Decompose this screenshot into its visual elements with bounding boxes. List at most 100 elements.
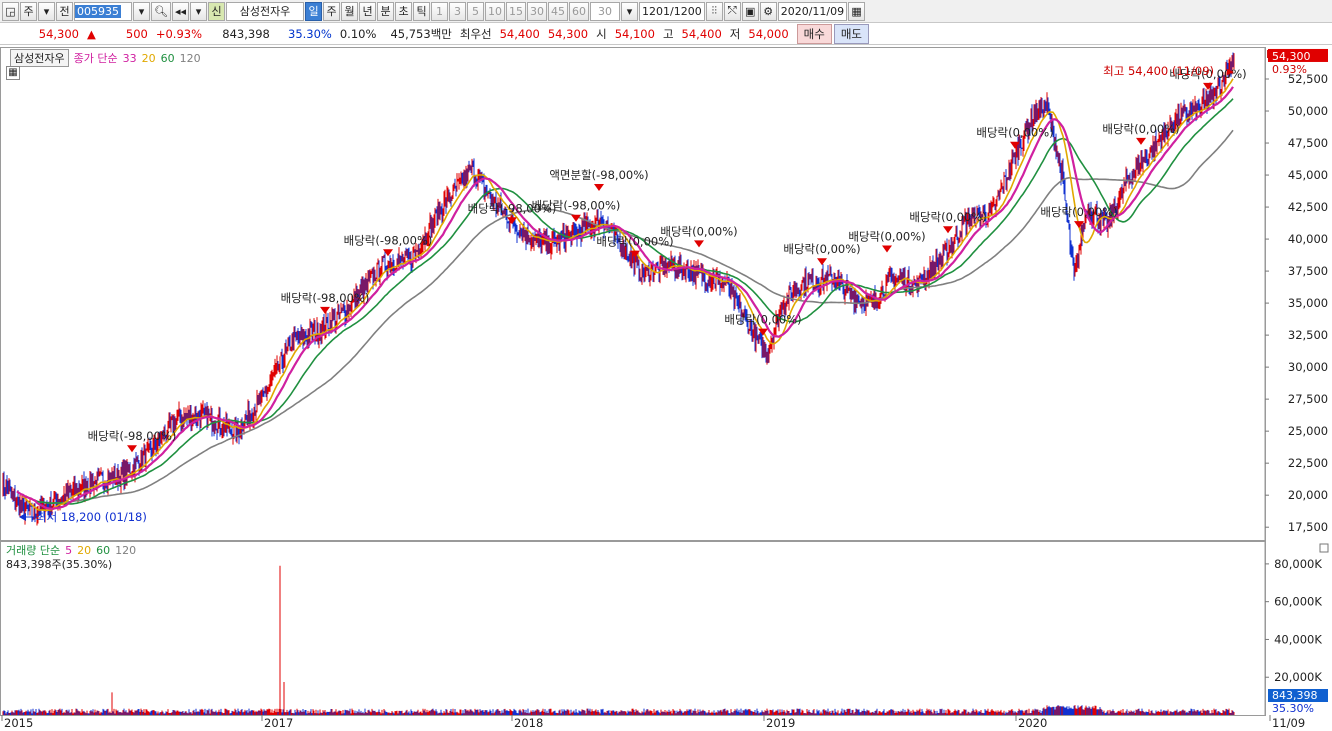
stock-code-input[interactable]: 005935	[74, 1, 132, 21]
event-marker-icon	[817, 258, 827, 266]
toolbar: ◲ 주 ▾ 전 005935 ▾ 🔍︎ ◂◂ ▾ 신 삼성전자우 일 주 월 년…	[0, 0, 1332, 23]
open-price: 54,100	[614, 26, 655, 41]
candle-icon[interactable]: ⫶⫶	[705, 1, 723, 21]
event-label: 배당락(-98,00%)	[88, 429, 177, 443]
low-label: 저	[729, 26, 741, 41]
event-marker-icon	[1010, 141, 1020, 149]
event-label: 배당락(0,00%)	[1040, 205, 1117, 219]
type-dropdown-icon[interactable]: ▾	[38, 1, 55, 21]
event-label: 액면분할(-98,00%)	[549, 168, 648, 182]
minute-label: 15	[509, 4, 524, 18]
volume-ratio: 35.30%	[288, 26, 332, 41]
event-marker-icon	[507, 217, 517, 225]
event-label: 배당락(0,00%)	[724, 313, 801, 327]
event-label: 배당락(-98,00%)	[344, 233, 433, 247]
date-input[interactable]: 2020/11/09	[777, 1, 848, 21]
event-label: 배당락(0,00%)	[660, 224, 737, 238]
line-tool-icon[interactable]: ⤲	[723, 1, 741, 21]
period-day-button[interactable]: 일	[305, 1, 323, 21]
price-axis-label: 22,500	[1288, 456, 1328, 470]
legend-vol60: 60	[96, 543, 111, 557]
speaker-icon[interactable]: ◂◂	[171, 1, 190, 21]
search-icon[interactable]: 🔍︎	[151, 1, 171, 21]
price-axis-label: 37,500	[1288, 264, 1328, 278]
open-label: 시	[596, 26, 607, 41]
mode-label: 전	[59, 5, 70, 18]
event-marker-icon	[882, 245, 892, 253]
price-axis-label: 32,500	[1288, 328, 1328, 342]
period-month-button[interactable]: 월	[341, 1, 359, 21]
minute-15-button[interactable]: 15	[506, 1, 527, 21]
event-marker-icon	[1203, 82, 1213, 90]
volume-axis-label: 40,000K	[1274, 632, 1322, 646]
minute-label: 30	[530, 4, 545, 18]
minute-label: 3	[454, 4, 462, 18]
minute-30-button[interactable]: 30	[527, 1, 548, 21]
event-marker-icon	[630, 250, 640, 258]
buy-button[interactable]: 매수	[796, 23, 832, 44]
max-arrow-icon	[1227, 69, 1234, 75]
legend-volume-label: 거래량 단순	[6, 544, 61, 557]
x-axis-label: 2019	[766, 716, 795, 730]
event-marker-icon	[758, 328, 768, 336]
interval-input[interactable]: 30	[590, 1, 621, 21]
count-field[interactable]: 1201/1200	[639, 1, 705, 21]
grid-toggle-icon[interactable]: ▦	[6, 66, 20, 80]
minute-label: 60	[572, 4, 587, 18]
stock-tag-text: 신	[211, 5, 222, 18]
volume-legend: 거래량 단순 5 20 60 120	[6, 542, 136, 558]
current-volume-tag	[1268, 689, 1328, 702]
current-change-text: 0.93%	[1272, 63, 1307, 76]
current-price: 54,300	[38, 26, 79, 41]
period-second-button[interactable]: 초	[395, 1, 413, 21]
price-axis-label: 25,000	[1288, 424, 1328, 438]
period-minute-button[interactable]: 분	[377, 1, 395, 21]
price-change: 500	[125, 26, 148, 41]
price-axis-label: 42,500	[1288, 200, 1328, 214]
type-select[interactable]: 주	[20, 1, 37, 21]
calendar-icon[interactable]: ▦	[848, 1, 866, 21]
period-label: 일	[308, 5, 319, 18]
current-volume-pct: 35.30%	[1272, 702, 1314, 715]
event-label: 배당락(0,00%)	[909, 210, 986, 224]
x-axis-label: 11/09	[1272, 716, 1305, 730]
price-axis-label: 30,000	[1288, 360, 1328, 374]
minute-60-button[interactable]: 60	[569, 1, 590, 21]
save-icon[interactable]: ▣	[741, 1, 759, 21]
minute-45-button[interactable]: 45	[548, 1, 569, 21]
event-label: 배당락(-98,00%)	[281, 291, 370, 305]
x-axis-label: 2020	[1018, 716, 1047, 730]
legend-ma120: 120	[179, 51, 201, 65]
price-chart[interactable]: 52,500 50,000 47,500 45,000 42,500 40,000 37,5…	[0, 46, 1332, 731]
speaker-dropdown-icon[interactable]: ▾	[190, 1, 208, 21]
period-year-button[interactable]: 년	[359, 1, 377, 21]
stock-name-field[interactable]: 삼성전자우	[226, 1, 305, 21]
trade-amount: 45,753백만	[390, 26, 452, 41]
event-label: 배당락(0,00%)	[1102, 122, 1179, 136]
minute-5-button[interactable]: 5	[467, 1, 485, 21]
current-volume-tag-text: 843,398	[1272, 689, 1318, 702]
mode-select[interactable]: 전	[56, 1, 73, 21]
interval-value: 30	[598, 4, 613, 18]
legend-vol120: 120	[115, 543, 137, 557]
code-dropdown-icon[interactable]: ▾	[133, 1, 150, 21]
volume-panel	[0, 541, 1266, 716]
period-label: 초	[398, 5, 409, 18]
event-marker-icon	[383, 249, 393, 257]
period-week-button[interactable]: 주	[323, 1, 341, 21]
event-label: 배당락(0,00%)	[596, 235, 673, 249]
new-stock-tag: 신	[208, 1, 226, 21]
window-menu-icon[interactable]: ◲	[2, 1, 19, 21]
gear-icon[interactable]: ⚙	[759, 1, 777, 21]
minute-3-button[interactable]: 3	[449, 1, 467, 21]
interval-dropdown-icon[interactable]: ▾	[621, 1, 639, 21]
period-tick-button[interactable]: 틱	[413, 1, 431, 21]
up-arrow-icon: ▲	[87, 26, 96, 41]
sell-button[interactable]: 매도	[833, 23, 869, 44]
event-marker-icon	[320, 306, 330, 314]
minute-1-button[interactable]: 1	[431, 1, 449, 21]
ma33-line	[16, 86, 1234, 510]
turnover-pct: 0.10%	[339, 26, 377, 41]
minute-10-button[interactable]: 10	[485, 1, 506, 21]
high-label: 고	[662, 26, 674, 41]
